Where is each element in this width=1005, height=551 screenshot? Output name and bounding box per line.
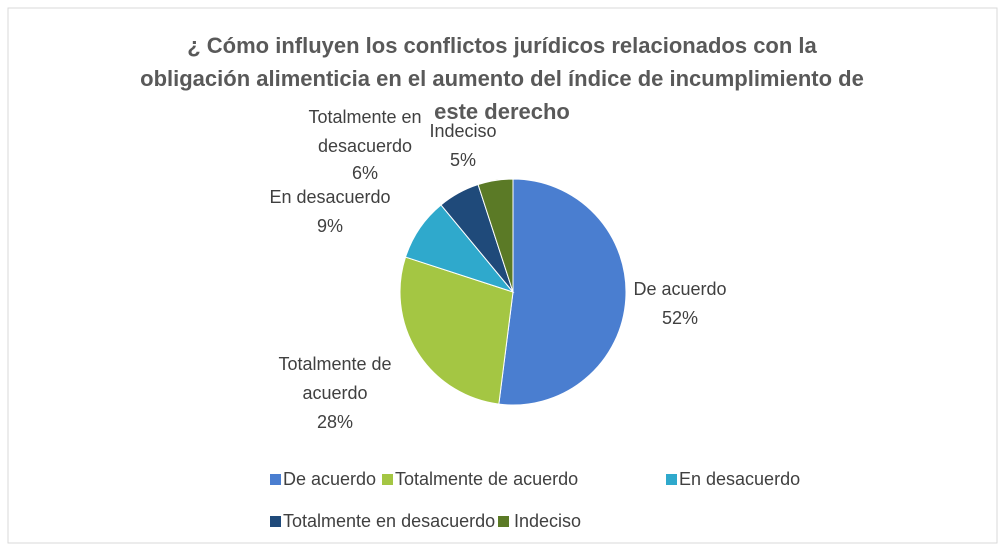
data-label-category: De acuerdo bbox=[633, 279, 726, 299]
data-label-category: Totalmente de acuerdo bbox=[278, 354, 391, 403]
legend-swatch bbox=[270, 474, 281, 485]
chart-title: ¿ Cómo influyen los conflictos jurídicos… bbox=[140, 33, 864, 124]
data-label-category: Totalmente en desacuerdo bbox=[308, 107, 421, 156]
legend-swatch bbox=[498, 516, 509, 527]
legend-label: En desacuerdo bbox=[679, 469, 800, 489]
legend-label: De acuerdo bbox=[283, 469, 376, 489]
legend-label: Totalmente de acuerdo bbox=[395, 469, 578, 489]
data-label: 6% bbox=[352, 163, 378, 183]
legend-label: Indeciso bbox=[514, 511, 581, 531]
legend-swatch bbox=[666, 474, 677, 485]
legend-swatch bbox=[382, 474, 393, 485]
pie-slice bbox=[498, 178, 627, 406]
legend-label: Totalmente en desacuerdo bbox=[283, 511, 495, 531]
data-label: 9% bbox=[317, 216, 343, 236]
data-label-category: En desacuerdo bbox=[269, 187, 390, 207]
pie-slice bbox=[399, 256, 514, 405]
data-label-category: Indeciso bbox=[429, 121, 496, 141]
data-label: 52% bbox=[662, 308, 698, 328]
pie-slice bbox=[477, 178, 514, 293]
legend-swatch bbox=[270, 516, 281, 527]
data-label: 28% bbox=[317, 412, 353, 432]
data-label: 5% bbox=[450, 150, 476, 170]
